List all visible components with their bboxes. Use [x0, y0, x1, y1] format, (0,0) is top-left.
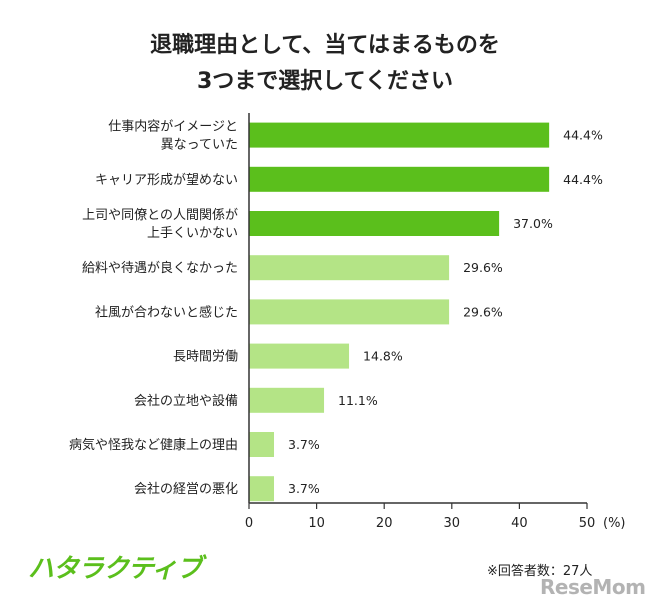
x-tick-label-4: 40	[511, 516, 528, 531]
category-label-1-0: キャリア形成が望めない	[95, 172, 238, 188]
x-tick-label-1: 10	[308, 516, 325, 531]
chart-title: 退職理由として、当てはまるものを 3つまで選択してください	[0, 28, 650, 100]
category-label-0-1: 異なっていた	[161, 138, 238, 153]
x-tick-label-5: 50	[579, 516, 596, 531]
value-label-2: 37.0%	[513, 216, 553, 231]
bar-7	[249, 432, 275, 457]
category-label-0-0: 仕事内容がイメージと	[108, 119, 238, 135]
bar-8	[249, 476, 275, 502]
value-label-1: 44.4%	[563, 172, 603, 187]
category-label-2-0: 上司や同僚との人間関係が	[82, 208, 238, 223]
category-label-2-1: 上手くいかない	[147, 226, 238, 241]
value-label-4: 29.6%	[463, 304, 503, 319]
x-tick-label-2: 20	[376, 516, 393, 531]
category-label-6-0: 会社の立地や設備	[134, 393, 238, 409]
bar-1	[249, 166, 550, 192]
category-label-3-0: 給料や待遇が良くなかった	[82, 260, 238, 276]
chart-title-line-2: 3つまで選択してください	[197, 69, 453, 94]
bar-6	[249, 387, 325, 413]
bar-0	[249, 122, 550, 148]
category-label-5-0: 長時間労働	[173, 350, 238, 365]
bar-5	[249, 343, 350, 369]
value-label-0: 44.4%	[563, 128, 603, 143]
chart-title-line-1: 退職理由として、当てはまるものを	[150, 33, 500, 58]
x-tick-label-0: 0	[245, 516, 253, 531]
value-label-3: 29.6%	[463, 260, 503, 275]
value-label-8: 3.7%	[288, 481, 320, 496]
category-label-4-0: 社風が合わないと感じた	[95, 304, 238, 320]
respondent-count-note: ※回答者数：27人	[487, 564, 593, 579]
category-label-7-0: 病気や怪我など健康上の理由	[69, 437, 238, 453]
value-label-7: 3.7%	[288, 437, 320, 452]
x-tick-label-3: 30	[444, 516, 461, 531]
hataractive-logo: ハタラクティブ	[28, 554, 202, 584]
bar-3	[249, 255, 450, 281]
value-label-5: 14.8%	[363, 349, 403, 364]
bar-4	[249, 299, 450, 325]
x-axis-unit: (%)	[603, 516, 626, 531]
resemom-watermark: ReseMom	[540, 575, 646, 599]
bar-2	[249, 211, 500, 236]
category-label-8-0: 会社の経営の悪化	[134, 481, 238, 497]
value-label-6: 11.1%	[338, 393, 378, 408]
